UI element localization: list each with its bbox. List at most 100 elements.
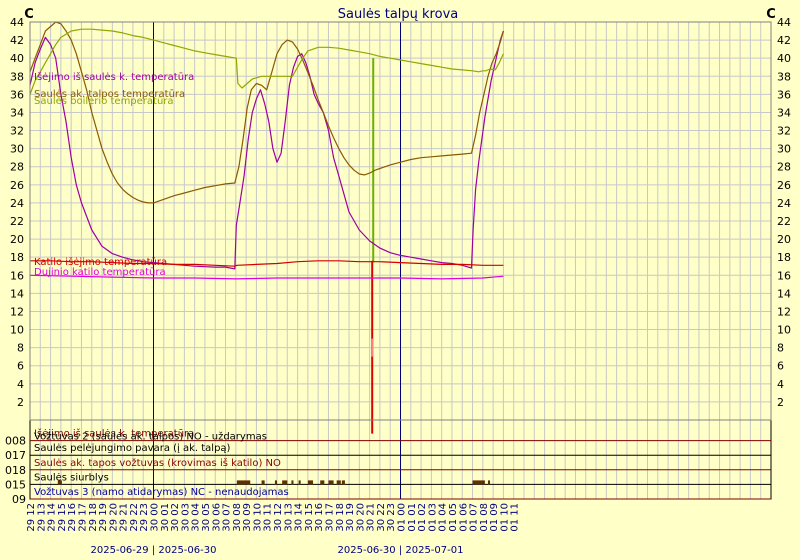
y-tick-label-right: 20	[777, 233, 791, 246]
x-tick-label: 30 23	[386, 503, 397, 532]
x-tick-label: 29 17	[77, 503, 88, 532]
plot-frame	[29, 21, 772, 421]
y-tick-label-right: 32	[777, 125, 791, 138]
x-tick-label: 01 01	[407, 503, 418, 532]
x-tick-label: 30 06	[211, 503, 222, 532]
x-tick-label: 29 13	[36, 503, 47, 532]
x-tick-label: 30 20	[355, 503, 366, 532]
y-tick-label-right: 14	[777, 287, 791, 300]
y-tick-label-left: 44	[10, 16, 24, 29]
y-tick-label-right: 22	[777, 215, 791, 228]
x-tick-label: 30 10	[252, 503, 263, 532]
track-active-segment	[236, 480, 251, 485]
y-tick-label-right: 42	[777, 34, 791, 47]
x-tick-label: 30 12	[273, 503, 284, 532]
chart-title: Saulės talpų krova	[338, 7, 458, 22]
x-tick-label: 01 09	[489, 503, 500, 532]
x-tick-label: 01 06	[458, 503, 469, 532]
x-tick-label: 30 16	[314, 503, 325, 532]
x-tick-label: 01 02	[417, 503, 428, 532]
y-tick-label-left: 38	[10, 70, 24, 83]
legend-entry: Saulės boilerio temperatūra	[34, 96, 174, 107]
legend-entry: Dujinio katilo temperatūra	[34, 267, 166, 278]
track-tick-label: 09	[12, 493, 26, 506]
track-label-secondary: Vožtuvas 2 (saulės ak. talpos) NO - užda…	[34, 431, 267, 443]
y-tick-label-left: 34	[10, 106, 24, 119]
y-tick-label-right: 10	[777, 324, 791, 337]
y-tick-label-right: 28	[777, 161, 791, 174]
x-tick-label: 30 02	[170, 503, 181, 532]
y-tick-label-right: 8	[777, 342, 784, 355]
x-tick-label: 30 21	[366, 503, 377, 532]
y-tick-label-left: 4	[17, 378, 24, 391]
y-tick-label-right: 44	[777, 16, 791, 29]
track-tick-label: 018	[5, 464, 26, 477]
y-tick-label-right: 26	[777, 179, 791, 192]
digital-tracks: 008 Išėjimo iš saulės k. temperatūraVožtu…	[5, 419, 772, 506]
y-tick-label-left: 28	[10, 161, 24, 174]
series-line	[29, 21, 504, 204]
x-tick-label: 30 17	[324, 503, 335, 532]
x-tick-label: 30 14	[294, 503, 305, 532]
y-tick-label-left: 24	[10, 197, 24, 210]
track-label: Saulės ak. tapos vožtuvas (krovimas iš k…	[34, 457, 281, 469]
x-tick-label: 30 00	[150, 503, 161, 532]
x-tick-label: 30 07	[222, 503, 233, 532]
x-tick-label: 30 09	[242, 503, 253, 532]
legend-entry: Išėjimo iš saulės k. temperatūra	[34, 71, 194, 83]
y-tick-label-left: 14	[10, 287, 24, 300]
track-active-segment	[336, 480, 341, 485]
x-tick-label: 29 19	[98, 503, 109, 532]
track-tick-label: 008	[5, 435, 26, 448]
y-tick-label-right: 38	[777, 70, 791, 83]
x-tick-label: 01 05	[448, 503, 459, 532]
x-tick-label: 30 18	[335, 503, 346, 532]
x-tick-label: 01 03	[427, 503, 438, 532]
x-tick-label: 01 00	[397, 503, 408, 532]
x-tick-label: 29 21	[119, 503, 130, 532]
y-tick-label-left: 20	[10, 233, 24, 246]
track-label: Saulės pelėjungimo pavara (į ak. talpą)	[34, 443, 231, 454]
y-tick-label-left: 2	[17, 396, 24, 409]
date-label: 2025-06-29 | 2025-06-30	[91, 545, 217, 556]
x-tick-label: 01 08	[479, 503, 490, 532]
y-tick-label-left: 18	[10, 251, 24, 264]
track-active-segment	[320, 480, 325, 485]
x-tick-label: 30 11	[263, 503, 274, 532]
x-tick-label: 01 10	[499, 503, 510, 532]
legend: Išėjimo iš saulės k. temperatūra Saulės a…	[34, 71, 194, 278]
y-tick-label-left: 42	[10, 34, 24, 47]
x-tick-label: 29 15	[57, 503, 68, 532]
track-active-segment	[282, 480, 288, 485]
y-tick-label-right: 18	[777, 251, 791, 264]
track-label: Išėjimo iš saulės k. temperatūra	[34, 428, 194, 440]
track-active-segment	[261, 480, 265, 485]
y-tick-label-right: 6	[777, 360, 784, 373]
y-tick-label-right: 16	[777, 269, 791, 282]
x-tick-label: 30 15	[304, 503, 315, 532]
y-tick-label-right: 4	[777, 378, 784, 391]
track-active-segment	[472, 480, 485, 485]
y-tick-label-right: 24	[777, 197, 791, 210]
y-tick-label-left: 36	[10, 88, 24, 101]
track-tick-label: 017	[5, 449, 26, 462]
y-tick-label-left: 10	[10, 324, 24, 337]
y-tick-label-left: 26	[10, 179, 24, 192]
x-tick-label: 30 22	[376, 503, 387, 532]
x-tick-label: 30 03	[180, 503, 191, 532]
right-unit-label: C	[766, 7, 776, 22]
legend-entry: Saulės ak. talpos temperatūra	[34, 89, 185, 100]
date-label: 2025-06-30 | 2025-07-01	[338, 545, 464, 556]
x-tick-label: 30 05	[201, 503, 212, 532]
series-line	[29, 28, 504, 95]
x-tick-label: 29 23	[139, 503, 150, 532]
legend-entry: Katilo išėjimo temperatūra	[34, 256, 167, 268]
y-tick-label-left: 30	[10, 143, 24, 156]
y-tick-label-left: 40	[10, 52, 24, 65]
y-tick-label-left: 22	[10, 215, 24, 228]
y-tick-label-right: 36	[777, 88, 791, 101]
event-lines	[371, 58, 375, 434]
y-tick-label-right: 12	[777, 305, 791, 318]
